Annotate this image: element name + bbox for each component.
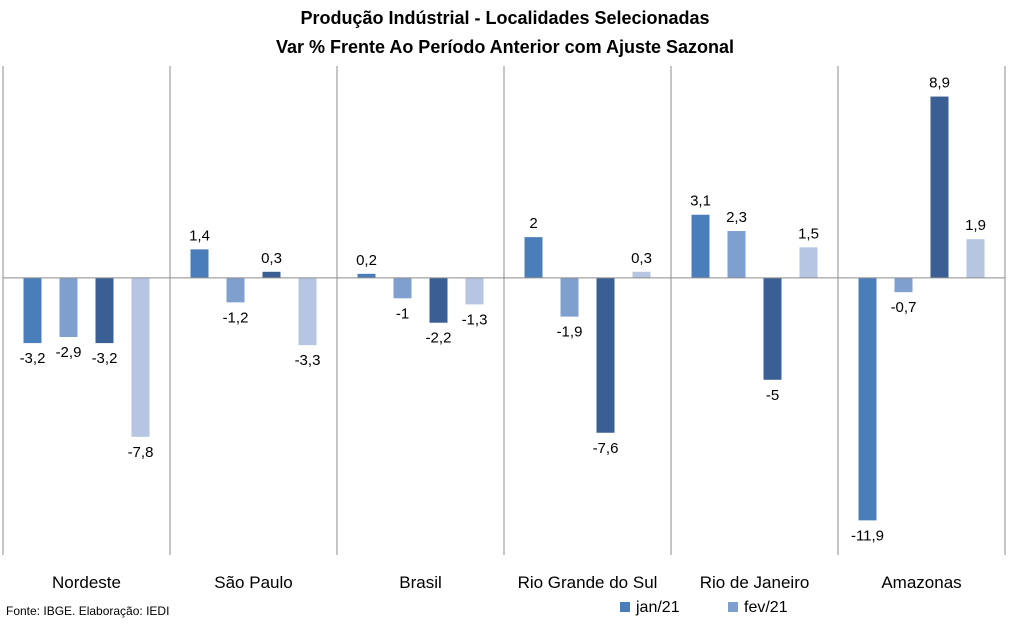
data-label: -1 bbox=[396, 305, 409, 322]
bar bbox=[465, 277, 484, 305]
bar bbox=[763, 277, 782, 380]
source-note: Fonte: IBGE. Elaboração: IEDI bbox=[6, 604, 170, 618]
bar bbox=[131, 277, 150, 437]
category-labels: Nordeste São Paulo Brasil Rio Grande do Sul… bbox=[52, 573, 962, 592]
data-label: -7,8 bbox=[128, 444, 154, 461]
data-label: 1,9 bbox=[965, 217, 986, 234]
legend-label: jan/21 bbox=[635, 599, 680, 616]
category-label: Rio de Janeiro bbox=[700, 573, 810, 592]
bar bbox=[727, 231, 746, 278]
bar bbox=[560, 277, 579, 317]
bars bbox=[23, 96, 985, 521]
bar bbox=[429, 277, 448, 323]
data-label: -1,9 bbox=[557, 324, 583, 341]
bar bbox=[858, 277, 877, 521]
data-label: -2,9 bbox=[56, 344, 82, 361]
bar bbox=[894, 277, 913, 293]
bar bbox=[393, 277, 412, 299]
bar bbox=[524, 237, 543, 278]
data-label: 3,1 bbox=[690, 193, 711, 210]
category-label: Brasil bbox=[399, 573, 442, 592]
data-label: -3,3 bbox=[295, 352, 321, 369]
data-label: -3,2 bbox=[20, 350, 46, 367]
bar bbox=[95, 277, 114, 344]
bar bbox=[632, 271, 651, 278]
data-label: -5 bbox=[766, 387, 779, 404]
data-label: 2 bbox=[529, 215, 537, 232]
data-label: -0,7 bbox=[891, 299, 917, 316]
data-label: 8,9 bbox=[929, 75, 950, 92]
bar bbox=[966, 239, 985, 278]
bar bbox=[226, 277, 245, 303]
data-label: -1,2 bbox=[223, 309, 249, 326]
bar bbox=[190, 249, 209, 278]
bar bbox=[59, 277, 78, 337]
legend-swatch bbox=[620, 602, 630, 612]
data-label: -2,2 bbox=[426, 330, 452, 347]
bar bbox=[596, 277, 615, 433]
bar bbox=[691, 214, 710, 278]
bar bbox=[799, 247, 818, 278]
data-label: -7,6 bbox=[593, 440, 619, 457]
legend-swatch bbox=[728, 602, 738, 612]
category-label: Amazonas bbox=[881, 573, 961, 592]
category-dividers bbox=[2, 66, 1006, 555]
bar bbox=[357, 273, 376, 278]
data-label: 2,3 bbox=[726, 209, 747, 226]
data-label: -11,9 bbox=[851, 527, 884, 544]
data-labels: -3,2 -2,9 -3,2-7,81,4-1,20,3-3,30,2-1-2,2-… bbox=[20, 75, 986, 545]
data-label: 0,2 bbox=[356, 252, 377, 269]
data-label: -3,2 bbox=[92, 350, 118, 367]
category-label: São Paulo bbox=[214, 573, 292, 592]
chart-subtitle: Var % Frente Ao Período Anterior com Aju… bbox=[276, 37, 734, 57]
data-label: 1,5 bbox=[798, 225, 819, 242]
category-label: Rio Grande do Sul bbox=[518, 573, 658, 592]
data-label: 1,4 bbox=[189, 227, 210, 244]
category-label: Nordeste bbox=[52, 573, 121, 592]
bar bbox=[930, 96, 949, 278]
bar bbox=[23, 277, 42, 344]
data-label: 0,3 bbox=[261, 250, 282, 267]
legend-label: fev/21 bbox=[744, 599, 788, 616]
bar bbox=[298, 277, 317, 346]
data-label: -1,3 bbox=[462, 311, 488, 328]
legend: jan/21 fev/21 bbox=[620, 599, 788, 616]
data-label: 0,3 bbox=[631, 250, 652, 267]
chart-title: Produção Indústrial - Localidades Seleci… bbox=[300, 8, 709, 28]
bar bbox=[262, 271, 281, 278]
